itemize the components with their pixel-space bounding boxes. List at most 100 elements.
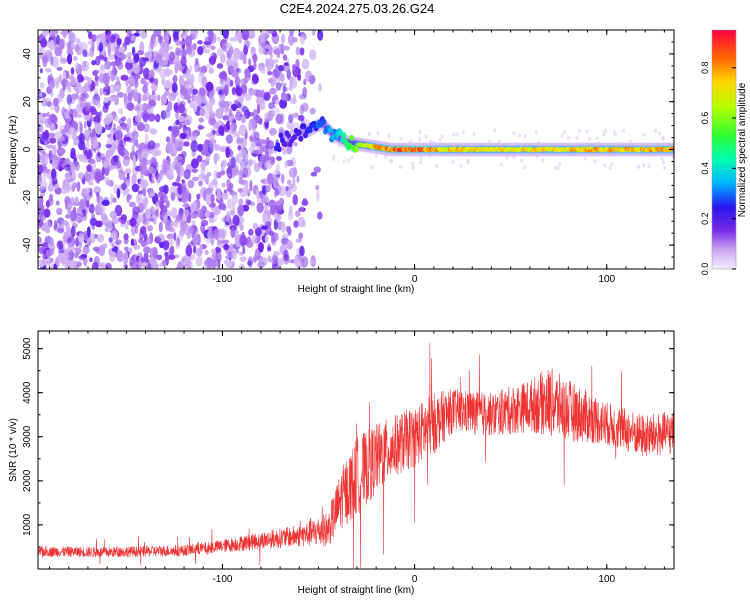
- noise-blob: [301, 58, 310, 70]
- noise-blob: [252, 53, 258, 63]
- noise-blob: [214, 228, 220, 241]
- noise-blob: [75, 216, 83, 223]
- noise-blob: [156, 94, 161, 102]
- noise-blob: [114, 239, 122, 245]
- noise-blob: [99, 87, 103, 96]
- noise-blob: [123, 233, 129, 241]
- noise-blob: [297, 115, 305, 121]
- noise-blob: [148, 166, 153, 175]
- noise-blob: [149, 77, 155, 84]
- noise-blob: [260, 32, 265, 43]
- noise-blob: [195, 247, 203, 257]
- noise-blob: [205, 263, 209, 269]
- noise-blob: [43, 208, 51, 218]
- noise-blob: [273, 250, 280, 256]
- noise-blob: [66, 94, 73, 105]
- noise-blob: [142, 187, 147, 197]
- noise-blob: [107, 44, 111, 56]
- noise-blob: [124, 251, 129, 260]
- noise-blob: [374, 153, 378, 158]
- ridge-point: [301, 123, 307, 130]
- noise-blob: [73, 260, 78, 266]
- colorbar-label: Normalized spectral amplitude: [737, 82, 748, 217]
- noise-blob: [53, 220, 58, 230]
- noise-blob: [122, 123, 127, 131]
- noise-blob: [168, 226, 174, 233]
- noise-blob: [274, 213, 282, 222]
- noise-blob: [217, 239, 223, 245]
- noise-blob: [41, 148, 46, 155]
- noise-blob: [123, 136, 132, 142]
- noise-blob: [141, 103, 148, 112]
- noise-blob: [49, 39, 55, 51]
- noise-blob: [102, 88, 111, 96]
- noise-blob: [163, 109, 171, 119]
- noise-blob: [295, 238, 303, 243]
- noise-blob: [98, 54, 105, 60]
- noise-blob: [313, 166, 321, 173]
- noise-blob: [175, 40, 182, 46]
- ridge-point: [276, 146, 282, 153]
- noise-blob: [134, 105, 141, 112]
- noise-blob: [110, 128, 115, 136]
- noise-blob: [244, 153, 249, 163]
- y-tick-label: 1000: [22, 513, 33, 536]
- ridge-point: [341, 132, 347, 139]
- noise-blob: [210, 205, 214, 211]
- noise-blob: [231, 168, 240, 176]
- noise-blob: [110, 193, 114, 206]
- noise-blob: [192, 88, 199, 95]
- noise-blob: [91, 60, 97, 66]
- noise-blob: [162, 51, 170, 59]
- noise-blob: [64, 179, 69, 188]
- noise-blob: [238, 124, 247, 136]
- noise-blob: [67, 53, 73, 65]
- noise-blob: [584, 156, 587, 161]
- noise-blob: [186, 231, 191, 240]
- noise-blob: [163, 214, 168, 222]
- noise-blob: [158, 186, 167, 193]
- noise-blob: [115, 130, 123, 141]
- noise-blob: [350, 155, 354, 160]
- noise-blob: [58, 73, 62, 82]
- noise-blob: [235, 111, 243, 121]
- noise-blob: [77, 172, 84, 180]
- noise-blob: [92, 140, 99, 149]
- noise-blob: [203, 48, 211, 54]
- noise-blob: [142, 113, 149, 123]
- noise-blob: [71, 109, 78, 117]
- noise-blob: [68, 81, 76, 87]
- noise-blob: [285, 185, 289, 192]
- noise-blob: [218, 71, 226, 80]
- noise-blob: [191, 168, 199, 173]
- noise-blob: [118, 107, 124, 115]
- noise-blob: [152, 247, 158, 259]
- noise-blob: [58, 166, 63, 172]
- noise-blob: [116, 250, 124, 262]
- noise-blob: [119, 53, 127, 60]
- noise-blob: [141, 262, 149, 268]
- noise-blob: [435, 163, 438, 168]
- noise-blob: [203, 189, 207, 201]
- noise-blob: [146, 237, 152, 245]
- noise-blob: [94, 75, 99, 81]
- noise-blob: [137, 49, 144, 56]
- noise-blob: [38, 203, 44, 214]
- noise-blob: [106, 219, 113, 232]
- noise-blob: [55, 200, 60, 206]
- noise-blob: [235, 31, 244, 41]
- noise-blob: [198, 117, 205, 123]
- noise-blob: [500, 162, 504, 167]
- noise-blob: [224, 84, 229, 96]
- ridge-point: [298, 135, 304, 142]
- noise-blob: [173, 232, 177, 241]
- noise-blob: [311, 30, 316, 36]
- noise-blob: [194, 61, 200, 73]
- noise-blob: [124, 36, 130, 45]
- noise-blob: [175, 214, 184, 221]
- noise-blob: [220, 169, 226, 176]
- noise-blob: [100, 32, 106, 44]
- noise-blob: [164, 251, 169, 257]
- noise-blob: [111, 243, 115, 248]
- noise-blob: [124, 246, 129, 252]
